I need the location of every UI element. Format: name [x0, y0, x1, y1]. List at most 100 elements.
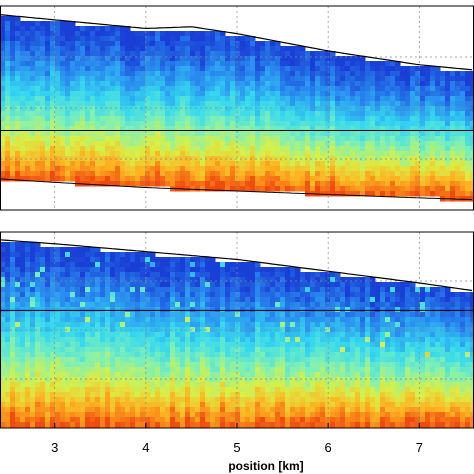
heatmap-cell [300, 136, 306, 142]
heatmap-cell [125, 31, 131, 37]
heatmap-cell [0, 337, 6, 343]
heatmap-cell [0, 412, 6, 418]
heatmap-cell [300, 317, 306, 323]
heatmap-cell [90, 166, 96, 172]
heatmap-cell [140, 332, 146, 338]
heatmap-cell [290, 332, 296, 338]
heatmap-cell [390, 61, 396, 67]
heatmap-cell [150, 397, 156, 403]
heatmap-cell [130, 292, 136, 298]
heatmap-cell [145, 156, 151, 162]
heatmap-cell [420, 81, 426, 87]
heatmap-cell [375, 76, 381, 82]
heatmap-cell [210, 96, 216, 102]
heatmap-cell [335, 111, 341, 117]
heatmap-cell [265, 166, 271, 172]
heatmap-cell [65, 372, 71, 378]
heatmap-cell [85, 297, 91, 303]
heatmap-cell [370, 186, 376, 192]
heatmap-cell [195, 91, 201, 97]
heatmap-cell [345, 191, 351, 197]
heatmap-cell [95, 166, 101, 172]
heatmap-cell [370, 116, 376, 122]
heatmap-cell [360, 101, 366, 107]
heatmap-cell [145, 317, 151, 323]
heatmap-cell [35, 76, 41, 82]
heatmap-cell [245, 91, 251, 97]
heatmap-cell [175, 121, 181, 127]
heatmap-cell [65, 392, 71, 398]
heatmap-cell [270, 121, 276, 127]
heatmap-cell [425, 181, 431, 187]
heatmap-cell [455, 101, 461, 107]
heatmap-cell [300, 332, 306, 338]
heatmap-cell [145, 66, 151, 72]
heatmap-cell [20, 116, 26, 122]
heatmap-cell [0, 327, 6, 333]
heatmap-cell [430, 121, 436, 127]
heatmap-cell [455, 91, 461, 97]
heatmap-cell [105, 116, 111, 122]
heatmap-cell [115, 342, 121, 348]
heatmap-cell [270, 312, 276, 318]
heatmap-cell [120, 292, 126, 298]
heatmap-cell [20, 242, 26, 248]
heatmap-cell [220, 402, 226, 408]
heatmap-cell [85, 357, 91, 363]
heatmap-cell [300, 131, 306, 137]
heatmap-cell [260, 41, 266, 47]
heatmap-cell [5, 31, 11, 37]
heatmap-cell [140, 161, 146, 167]
heatmap-cell [280, 402, 286, 408]
heatmap-cell [90, 76, 96, 82]
heatmap-cell [360, 186, 366, 192]
heatmap-cell [190, 312, 196, 318]
heatmap-cell [0, 86, 6, 92]
heatmap-cell [220, 367, 226, 373]
heatmap-cell [355, 161, 361, 167]
heatmap-cell [285, 387, 291, 393]
heatmap-cell [140, 292, 146, 298]
heatmap-cell [200, 151, 206, 157]
heatmap-cell [315, 66, 321, 72]
heatmap-cell [255, 166, 261, 172]
heatmap-cell [325, 76, 331, 82]
heatmap-cell [200, 106, 206, 112]
heatmap-cell [315, 111, 321, 117]
heatmap-cell [115, 36, 121, 42]
heatmap-cell [130, 101, 136, 107]
heatmap-cell [335, 191, 341, 197]
heatmap-cell [330, 76, 336, 82]
heatmap-cell [310, 136, 316, 142]
heatmap-cell [270, 81, 276, 87]
heatmap-cell [175, 171, 181, 177]
heatmap-cell [70, 81, 76, 87]
heatmap-cell [405, 171, 411, 177]
heatmap-cell [175, 297, 181, 303]
heatmap-cell [205, 312, 211, 318]
heatmap-cell [50, 111, 56, 117]
heatmap-cell [300, 407, 306, 413]
heatmap-cell [220, 41, 226, 47]
heatmap-cell [265, 402, 271, 408]
heatmap-cell [275, 76, 281, 82]
heatmap-cell [465, 171, 471, 177]
heatmap-cell [255, 41, 261, 47]
heatmap-cell [0, 282, 6, 288]
heatmap-cell [85, 116, 91, 122]
heatmap-cell [385, 131, 391, 137]
heatmap-cell [5, 257, 11, 263]
heatmap-cell [170, 392, 176, 398]
heatmap-cell [220, 422, 226, 428]
heatmap-cell [80, 101, 86, 107]
heatmap-cell [90, 176, 96, 182]
heatmap-cell [460, 116, 466, 122]
heatmap-cell [425, 171, 431, 177]
heatmap-cell [230, 36, 236, 42]
heatmap-cell [25, 277, 31, 283]
heatmap-cell [335, 106, 341, 112]
heatmap-cell [50, 106, 56, 112]
heatmap-cell [125, 156, 131, 162]
heatmap-cell [395, 106, 401, 112]
heatmap-cell [25, 367, 31, 373]
